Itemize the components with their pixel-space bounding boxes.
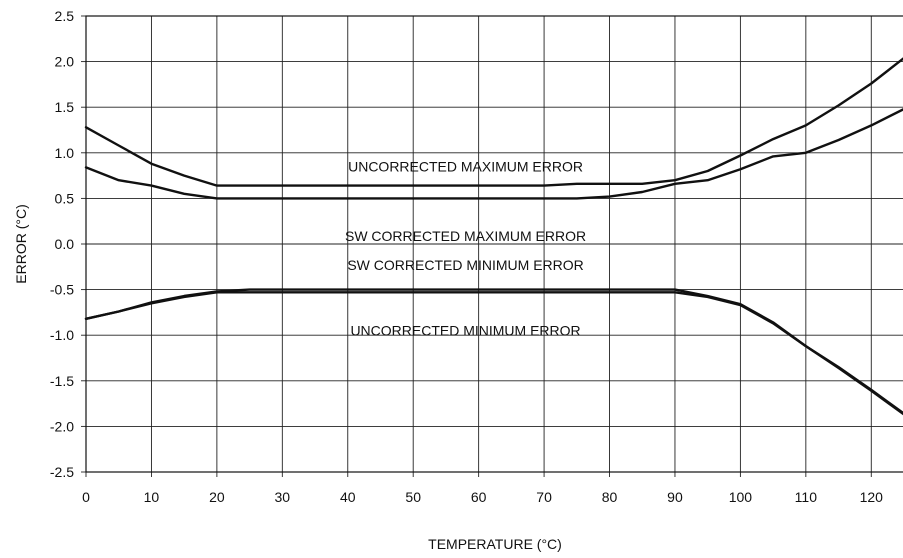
y-tick-label: 0.5 bbox=[55, 190, 75, 206]
y-tick-label: -2.0 bbox=[50, 418, 74, 434]
annotation-label: SW CORRECTED MINIMUM ERROR bbox=[347, 257, 583, 273]
y-tick-label: -1.0 bbox=[50, 327, 74, 343]
tick-labels: 0 10 20 30 40 50 60 70 80 90 100 110 120 2.5 2.0 1.5 1.0… bbox=[50, 8, 883, 505]
y-tick-label: -0.5 bbox=[50, 282, 74, 298]
x-tick-label: 30 bbox=[275, 489, 291, 505]
annotation-label: UNCORRECTED MAXIMUM ERROR bbox=[348, 158, 583, 174]
plot-frame bbox=[85, 15, 903, 473]
y-tick-label: 2.5 bbox=[55, 8, 75, 24]
annotation-label: UNCORRECTED MINIMUM ERROR bbox=[350, 323, 580, 339]
annotation-label: SW CORRECTED MAXIMUM ERROR bbox=[345, 228, 586, 244]
series-line-3 bbox=[84, 288, 903, 415]
x-tick-label: 20 bbox=[209, 489, 225, 505]
y-tick-label: 2.0 bbox=[55, 54, 75, 70]
annotations: UNCORRECTED MAXIMUM ERROR SW CORRECTED MA… bbox=[345, 158, 586, 338]
series-line-4 bbox=[84, 291, 903, 416]
x-tick-label: 110 bbox=[795, 489, 818, 505]
x-tick-label: 50 bbox=[405, 489, 421, 505]
y-tick-label: -1.5 bbox=[50, 373, 74, 389]
x-tick-label: 0 bbox=[82, 489, 90, 505]
x-axis-label: TEMPERATURE (°C) bbox=[428, 536, 562, 552]
x-tick-label: 60 bbox=[471, 489, 487, 505]
grid-lines bbox=[81, 15, 903, 477]
y-tick-label: 1.0 bbox=[55, 145, 75, 161]
y-tick-label: 0.0 bbox=[55, 236, 75, 252]
series-line-1 bbox=[84, 57, 903, 187]
series-lines bbox=[84, 57, 903, 416]
x-tick-label: 10 bbox=[144, 489, 160, 505]
x-tick-label: 120 bbox=[860, 489, 884, 505]
x-tick-label: 80 bbox=[602, 489, 618, 505]
x-tick-label: 40 bbox=[340, 489, 356, 505]
y-tick-label: 1.5 bbox=[55, 99, 75, 115]
series-line-2 bbox=[84, 108, 903, 200]
x-tick-label: 70 bbox=[536, 489, 552, 505]
x-tick-label: 90 bbox=[667, 489, 683, 505]
y-tick-label: -2.5 bbox=[50, 464, 74, 480]
x-tick-label: 100 bbox=[729, 489, 753, 505]
y-axis-label: ERROR (°C) bbox=[13, 204, 29, 283]
